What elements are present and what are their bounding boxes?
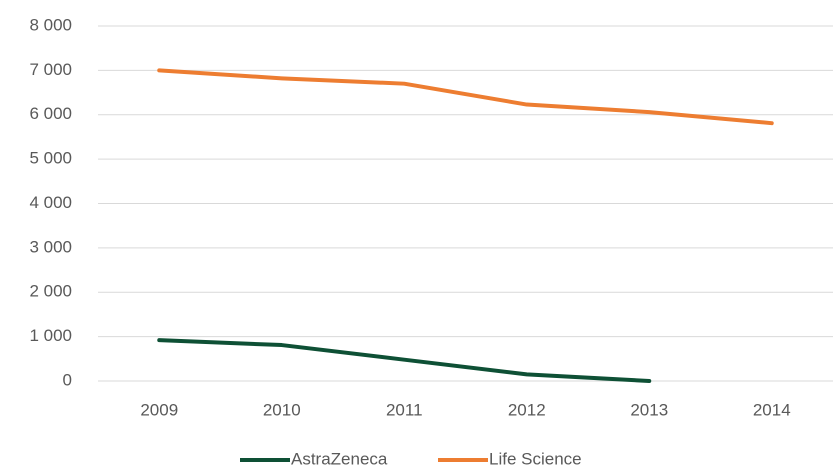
x-tick-label: 2014 [753,400,791,419]
y-tick-label: 4 000 [29,193,72,212]
y-tick-label: 7 000 [29,60,72,79]
y-tick-label: 1 000 [29,326,72,345]
y-tick-label: 0 [63,370,72,389]
series-line [157,68,774,126]
legend-label: AstraZeneca [291,449,388,468]
x-tick-label: 2013 [630,400,668,419]
y-tick-label: 6 000 [29,104,72,123]
x-tick-label: 2012 [508,400,546,419]
x-tick-label: 2011 [386,400,423,419]
legend-label: Life Science [489,449,582,468]
series-line [157,338,652,383]
y-tick-label: 8 000 [29,15,72,34]
y-tick-label: 5 000 [29,149,72,168]
y-tick-label: 2 000 [29,282,72,301]
x-tick-label: 2010 [263,400,301,419]
y-tick-label: 3 000 [29,237,72,256]
x-tick-label: 2009 [140,400,178,419]
